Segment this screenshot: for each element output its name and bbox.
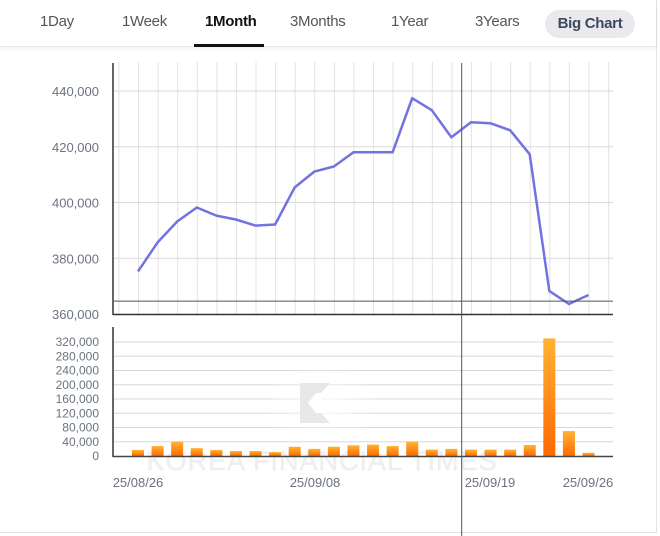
period-tabs: 1Day 1Week 1Month 3Months 1Year 3Years <box>0 0 656 47</box>
volume-bar <box>210 449 223 456</box>
volume-tick-label: 0 <box>92 449 99 463</box>
x-axis-labels: 25/08/26 25/09/08 25/09/19 25/09/26 <box>113 475 614 490</box>
price-tick-label: 420,000 <box>52 140 99 155</box>
volume-tick-label: 160,000 <box>56 392 100 406</box>
volume-bar <box>190 448 203 456</box>
price-series-line <box>136 96 590 306</box>
volume-bar <box>562 431 575 456</box>
watermark-logo-icon <box>300 383 330 423</box>
volume-bar <box>347 445 360 456</box>
volume-y-axis: 320,000280,000240,000200,000160,000120,0… <box>56 335 100 463</box>
watermark-glow <box>262 363 382 447</box>
volume-bar <box>386 446 399 456</box>
price-line <box>136 96 590 306</box>
x-tick-label: 25/09/26 <box>563 475 614 490</box>
volume-bar <box>288 446 301 456</box>
volume-bar <box>484 449 497 456</box>
price-tick-label: 400,000 <box>52 196 99 211</box>
volume-bar <box>543 338 556 456</box>
tab-1week[interactable]: 1Week <box>122 13 167 30</box>
tab-3months[interactable]: 3Months <box>290 13 346 30</box>
volume-bar <box>229 451 242 456</box>
tab-1day[interactable]: 1Day <box>40 13 74 30</box>
volume-tick-label: 120,000 <box>56 406 100 420</box>
volume-tick-label: 200,000 <box>56 378 100 392</box>
volume-bar <box>171 441 184 456</box>
tab-1year[interactable]: 1Year <box>391 13 429 30</box>
volume-tick-label: 240,000 <box>56 364 100 378</box>
price-tick-label: 380,000 <box>52 251 99 266</box>
price-tick-label: 360,000 <box>52 307 99 322</box>
volume-bar <box>327 446 340 456</box>
x-tick-label: 25/08/26 <box>113 475 164 490</box>
tab-3years[interactable]: 3Years <box>475 13 520 30</box>
volume-bar <box>308 448 321 456</box>
watermark-logo-cut <box>308 393 326 413</box>
tab-1month[interactable]: 1Month <box>205 13 257 30</box>
volume-bars <box>132 338 595 456</box>
x-tick-label: 25/09/19 <box>465 475 516 490</box>
x-tick-label: 25/09/08 <box>290 475 341 490</box>
watermark-text: KOREA FINANCIAL TIMES <box>146 446 497 476</box>
chart-axes <box>112 63 613 536</box>
volume-bar <box>132 449 144 456</box>
price-grid <box>113 62 613 314</box>
price-tick-label: 440,000 <box>52 84 99 99</box>
active-tab-underline <box>194 44 264 47</box>
volume-bar <box>582 452 595 456</box>
volume-bar <box>367 444 380 456</box>
volume-bar <box>504 449 517 456</box>
volume-tick-label: 80,000 <box>62 421 99 435</box>
volume-bar <box>464 449 477 456</box>
volume-tick-label: 40,000 <box>62 435 99 449</box>
volume-bar <box>523 444 536 456</box>
watermark: KOREA FINANCIAL TIMES <box>140 363 520 476</box>
volume-bar <box>445 448 458 456</box>
volume-tick-label: 320,000 <box>56 335 100 349</box>
volume-tick-label: 280,000 <box>56 349 100 363</box>
volume-bar <box>151 446 164 456</box>
volume-bar <box>406 441 419 456</box>
volume-bar <box>425 449 438 456</box>
price-y-axis: 440,000 420,000 400,000 380,000 360,000 <box>52 84 99 322</box>
volume-bar <box>269 452 282 456</box>
big-chart-button[interactable]: Big Chart <box>545 10 635 38</box>
volume-bar <box>249 451 262 456</box>
